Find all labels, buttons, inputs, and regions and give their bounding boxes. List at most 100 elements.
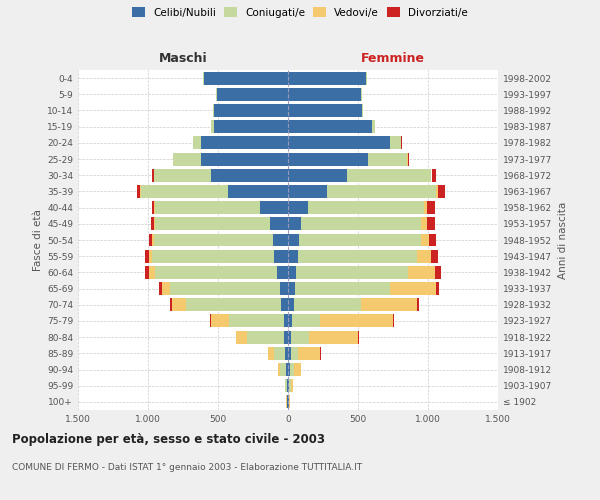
Bar <box>427 201 435 214</box>
Y-axis label: Anni di nascita: Anni di nascita <box>557 202 568 278</box>
Bar <box>286 363 288 376</box>
Bar <box>295 282 390 295</box>
Bar <box>155 266 277 279</box>
Bar <box>140 185 141 198</box>
Bar <box>288 152 368 166</box>
Bar <box>288 120 372 133</box>
Bar <box>293 298 361 311</box>
Bar <box>152 250 274 262</box>
Bar <box>438 185 445 198</box>
Bar <box>288 218 301 230</box>
Bar <box>270 218 288 230</box>
Bar <box>149 234 152 246</box>
Bar <box>368 152 407 166</box>
Bar <box>151 218 154 230</box>
Bar <box>236 330 247 344</box>
Bar <box>288 169 347 181</box>
Bar <box>152 234 154 246</box>
Bar <box>214 120 288 133</box>
Bar <box>424 201 427 214</box>
Bar <box>141 185 228 198</box>
Bar <box>291 347 298 360</box>
Bar <box>407 152 408 166</box>
Bar <box>408 152 409 166</box>
Bar <box>209 314 211 328</box>
Bar <box>288 104 362 117</box>
Bar <box>214 104 288 117</box>
Bar <box>289 396 290 408</box>
Legend: Celibi/Nubili, Coniugati/e, Vedovi/e, Divorziati/e: Celibi/Nubili, Coniugati/e, Vedovi/e, Di… <box>130 5 470 20</box>
Bar <box>288 379 289 392</box>
Bar <box>372 120 375 133</box>
Bar <box>274 250 288 262</box>
Bar <box>284 379 285 392</box>
Bar <box>436 282 439 295</box>
Bar <box>435 266 440 279</box>
Bar <box>401 136 402 149</box>
Bar <box>288 330 291 344</box>
Bar <box>285 379 287 392</box>
Bar <box>284 330 288 344</box>
Bar <box>291 330 309 344</box>
Bar <box>272 234 288 246</box>
Bar <box>170 282 280 295</box>
Bar <box>288 298 293 311</box>
Bar <box>213 104 214 117</box>
Bar <box>288 185 327 198</box>
Bar <box>288 136 390 149</box>
Text: COMUNE DI FERMO - Dati ISTAT 1° gennaio 2003 - Elaborazione TUTTITALIA.IT: COMUNE DI FERMO - Dati ISTAT 1° gennaio … <box>12 462 362 471</box>
Bar <box>288 347 291 360</box>
Bar <box>229 314 284 328</box>
Bar <box>288 72 367 85</box>
Bar <box>390 282 436 295</box>
Bar <box>320 314 393 328</box>
Bar <box>361 298 417 311</box>
Bar <box>284 314 288 328</box>
Y-axis label: Fasce di età: Fasce di età <box>33 209 43 271</box>
Bar <box>320 347 321 360</box>
Bar <box>288 88 361 101</box>
Bar <box>281 298 288 311</box>
Bar <box>299 234 421 246</box>
Bar <box>145 250 149 262</box>
Bar <box>203 72 204 85</box>
Bar <box>288 250 298 262</box>
Bar <box>228 185 288 198</box>
Bar <box>417 298 419 311</box>
Bar <box>288 396 289 408</box>
Bar <box>145 266 149 279</box>
Bar <box>154 201 155 214</box>
Bar <box>358 330 359 344</box>
Bar <box>292 314 320 328</box>
Bar <box>288 363 290 376</box>
Bar <box>154 234 272 246</box>
Bar <box>211 120 214 133</box>
Bar <box>298 250 417 262</box>
Bar <box>347 169 431 181</box>
Bar <box>277 266 288 279</box>
Text: Popolazione per età, sesso e stato civile - 2003: Popolazione per età, sesso e stato civil… <box>12 432 325 446</box>
Bar <box>393 314 394 328</box>
Bar <box>216 88 217 101</box>
Bar <box>274 347 285 360</box>
Bar <box>211 314 229 328</box>
Bar <box>247 330 284 344</box>
Bar <box>193 136 201 149</box>
Bar <box>431 250 438 262</box>
Bar <box>327 185 436 198</box>
Bar <box>186 298 281 311</box>
Text: Femmine: Femmine <box>361 52 425 65</box>
Bar <box>137 185 140 198</box>
Bar <box>288 266 296 279</box>
Bar <box>417 250 431 262</box>
Bar <box>172 298 186 311</box>
Bar <box>235 330 236 344</box>
Text: Maschi: Maschi <box>158 52 208 65</box>
Bar <box>201 136 288 149</box>
Bar <box>152 169 154 181</box>
Bar <box>280 282 288 295</box>
Bar <box>430 234 436 246</box>
Bar <box>421 218 427 230</box>
Bar <box>288 201 308 214</box>
Bar <box>290 363 295 376</box>
